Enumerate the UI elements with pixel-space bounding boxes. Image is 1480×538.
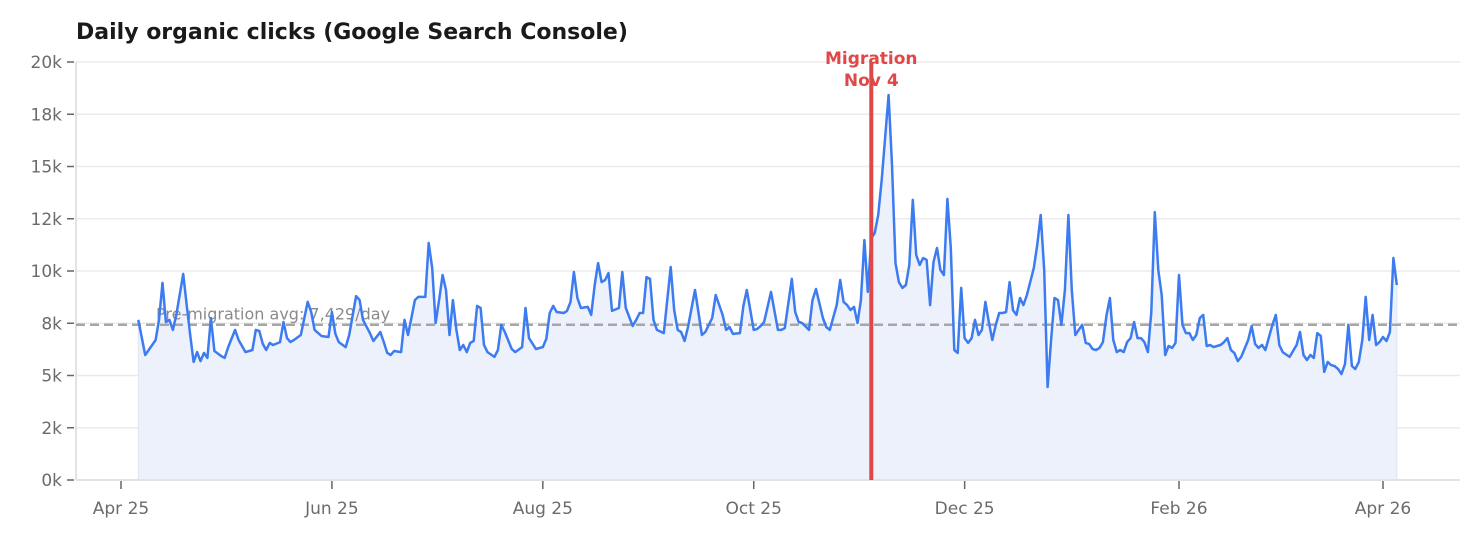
x-tick-label: Jun 25 — [304, 499, 359, 519]
y-tick-label: 20k — [31, 53, 63, 73]
migration-label-line2: Nov 4 — [844, 71, 899, 91]
y-tick-label: 0k — [41, 471, 62, 491]
chart-title: Daily organic clicks (Google Search Cons… — [76, 20, 628, 45]
y-tick-label: 18k — [31, 105, 63, 125]
y-tick-label: 12k — [31, 210, 63, 230]
axes: 0k 2k 5k 8k 10k 12k 15k 18k 20k Apr 25 Jun 25 Aug 2… — [31, 53, 1460, 519]
y-tick-label: 8k — [41, 314, 62, 334]
series-area-fill — [137, 94, 1398, 481]
x-tick-label: Aug 25 — [513, 499, 573, 519]
series-points — [138, 94, 1397, 388]
x-tick-label: Oct 25 — [726, 499, 782, 519]
series-line — [137, 93, 1399, 389]
y-tick-label: 10k — [31, 262, 63, 282]
x-tick-label: Dec 25 — [935, 499, 995, 519]
x-tick-label: Feb 26 — [1150, 499, 1207, 519]
y-tick-label: 2k — [41, 419, 62, 439]
x-tick-label: Apr 26 — [1355, 499, 1411, 519]
y-tick-label: 15k — [31, 158, 63, 178]
x-tick-label: Apr 25 — [93, 499, 149, 519]
migration-label-line1: Migration — [825, 49, 918, 69]
y-tick-label: 5k — [41, 367, 62, 387]
